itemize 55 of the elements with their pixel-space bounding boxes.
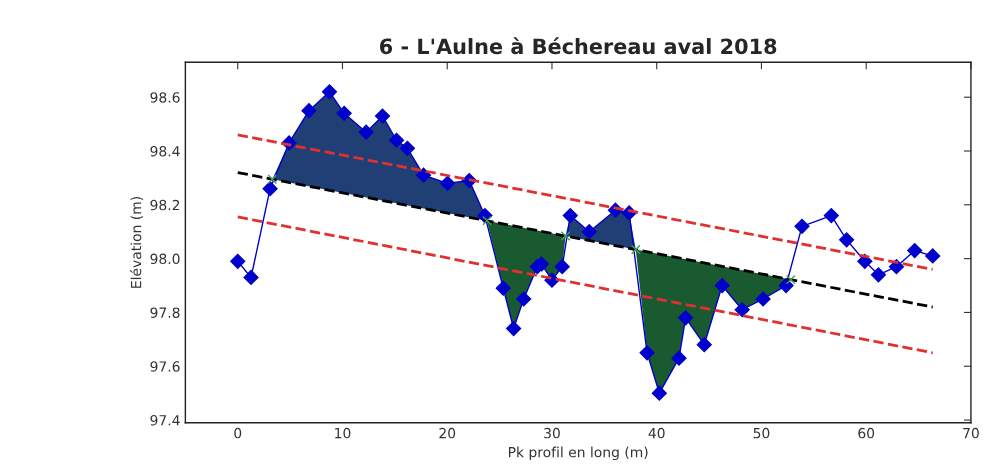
- x-tick-label: 10: [335, 427, 351, 439]
- point: [639, 345, 655, 361]
- x-tick-label: 20: [439, 427, 456, 439]
- y-tick-label: 97.6: [150, 361, 180, 372]
- point: [262, 181, 278, 197]
- point: [388, 132, 405, 148]
- y-axis-title: Elévation (m): [130, 197, 143, 288]
- point: [794, 218, 810, 234]
- point: [714, 277, 730, 294]
- point: [823, 208, 839, 224]
- x-tick-label: 30: [544, 427, 560, 439]
- point: [415, 167, 432, 183]
- point: [495, 280, 511, 296]
- point: [439, 175, 456, 191]
- chart-title: 6 - L'Aulne à Béchereau aval 2018: [380, 37, 777, 55]
- point: [336, 105, 352, 121]
- point: [516, 291, 532, 307]
- point: [506, 321, 522, 337]
- point: [560, 231, 571, 241]
- x-tick-label: 50: [753, 427, 770, 439]
- point: [630, 244, 641, 255]
- point: [358, 124, 374, 140]
- x-tick-label: 60: [858, 427, 875, 439]
- x-tick-label: 70: [963, 427, 979, 439]
- point: [321, 84, 338, 100]
- y-tick-label: 98.6: [150, 92, 180, 103]
- point: [678, 310, 694, 326]
- point: [778, 277, 794, 294]
- x-tick-label: 40: [648, 427, 665, 439]
- y-tick-label: 98.4: [150, 145, 180, 157]
- x-axis-title: Pk profil en long (m): [508, 446, 648, 461]
- y-tick-label: 97.8: [150, 307, 180, 318]
- point: [870, 267, 887, 283]
- point: [925, 248, 941, 264]
- point: [696, 337, 712, 353]
- point: [734, 302, 750, 318]
- point: [651, 385, 667, 401]
- y-tick-label: 98.2: [150, 199, 180, 211]
- point: [301, 103, 317, 119]
- point: [243, 269, 259, 286]
- point: [755, 291, 771, 307]
- point: [785, 274, 796, 285]
- point: [230, 253, 246, 269]
- point: [671, 350, 687, 366]
- point: [374, 108, 391, 124]
- point: [399, 140, 415, 156]
- point: [907, 242, 923, 259]
- x-tick-label: 0: [234, 427, 242, 439]
- point: [839, 232, 855, 248]
- point: [562, 208, 578, 224]
- y-tick-label: 98.0: [150, 253, 180, 265]
- y-tick-label: 97.4: [150, 415, 180, 426]
- point: [581, 224, 597, 240]
- point: [267, 174, 278, 185]
- point: [554, 259, 570, 275]
